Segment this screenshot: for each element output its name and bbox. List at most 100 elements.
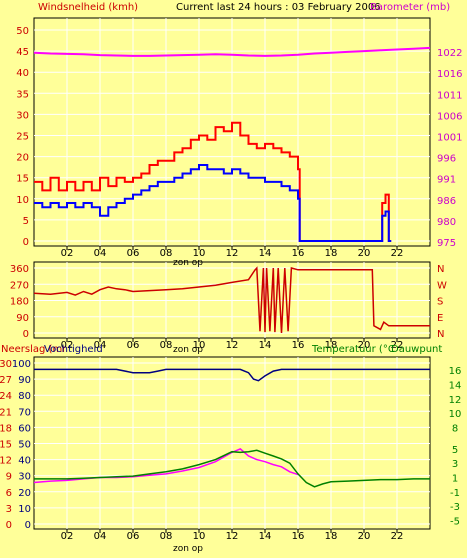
x-tick-label: 18 [325,531,338,542]
sunrise-label-3: zon op [173,544,203,554]
sunrise-label-1: zon op [173,258,203,268]
x-tick-label: 02 [61,340,74,351]
temperature-tick-label: 8 [452,423,458,434]
barometer-tick-label: 996 [437,154,456,165]
direction-y-tick-label: 360 [10,264,29,275]
compass-tick-label: E [437,313,443,324]
wind-y-tick-label: 40 [16,68,29,79]
x-tick-label: 14 [259,340,272,351]
barometer-tick-label: 986 [437,196,456,207]
compass-tick-label: N [437,264,444,275]
rain-tick-label: 3 [6,504,12,515]
x-tick-label: 08 [160,531,173,542]
x-tick-label: 04 [94,340,107,351]
rain-tick-label: 30 [0,359,12,370]
x-tick-label: 20 [358,248,371,259]
x-tick-label: 14 [259,531,272,542]
barometer-series [33,46,431,57]
rain-tick-label: 6 [6,488,12,499]
data-series [33,46,431,488]
humidity-tick-label: 80 [18,391,31,402]
wind-y-tick-label: 30 [16,110,29,121]
x-tick-label: 12 [226,531,239,542]
barometer-tick-label: 1006 [437,111,462,122]
humidity-tick-label: 100 [12,359,31,370]
rain-tick-label: 9 [6,472,12,483]
rain-tick-label: 24 [0,391,12,402]
x-tick-label: 22 [391,248,404,259]
barometer-tick-label: 975 [437,238,456,249]
humidity-tick-label: 50 [18,440,31,451]
humidity-axis-title: Vochtigheid [44,344,103,355]
wind-y-tick-label: 5 [23,216,29,227]
barometer-tick-label: 1001 [437,133,462,144]
x-tick-label: 22 [391,340,404,351]
rain-tick-label: 12 [0,456,12,467]
temperature-tick-label: 14 [449,380,462,391]
rain-tick-label: 27 [0,375,12,386]
x-tick-label: 04 [94,531,107,542]
x-tick-label: 16 [292,531,305,542]
chart-title: Current last 24 hours : 03 February 2006 [176,2,381,13]
humidity-tick-label: 60 [18,423,31,434]
humidity-tick-label: 0 [25,520,31,531]
rain-tick-label: 18 [0,423,12,434]
compass-tick-label: N [437,329,444,340]
temperature-tick-label: 10 [449,409,462,420]
x-tick-label: 14 [259,248,272,259]
humidity-tick-label: 30 [18,472,31,483]
wind-speed-series [34,164,392,242]
temperature-axis-title: Temperatuur (°C [311,344,395,355]
gridlines [34,18,430,533]
temperature-tick-label: 3 [452,459,458,470]
x-tick-label: 06 [127,531,140,542]
dewpoint-series [34,449,430,488]
wind-y-tick-label: 50 [16,26,29,37]
barometer-tick-label: 1016 [437,69,462,80]
wind-gust-series [34,121,392,242]
wind-y-tick-label: 15 [16,174,29,185]
x-tick-label: 22 [391,531,404,542]
compass-tick-label: W [437,280,447,291]
rain-axis-title: Neerslag (mr [1,344,67,355]
humidity-tick-label: 40 [18,456,31,467]
x-tick-label: 16 [292,340,305,351]
x-tick-label: 12 [226,340,239,351]
x-tick-label: 02 [61,248,74,259]
temperature-tick-label: 5 [452,445,458,456]
wind-y-tick-label: 10 [16,195,29,206]
direction-y-tick-label: 180 [10,297,29,308]
barometer-tick-label: 1022 [437,48,462,59]
dewpoint-axis-title: Dauwpunt [391,344,442,355]
wind-y-tick-label: 35 [16,89,29,100]
x-tick-label: 20 [358,340,371,351]
barometer-tick-label: 1011 [437,90,462,101]
barometer-tick-label: 991 [437,175,456,186]
x-tick-label: 12 [226,248,239,259]
wind-y-tick-label: 25 [16,132,29,143]
x-tick-label: 10 [193,531,206,542]
sunrise-label-2: zon op [173,345,203,355]
wind-y-tick-label: 0 [23,237,29,248]
x-tick-label: 20 [358,531,371,542]
x-tick-label: 08 [160,340,173,351]
barometer-axis-title: Barometer (mb) [370,2,450,13]
direction-y-tick-label: 270 [10,280,29,291]
x-tick-label: 04 [94,248,107,259]
temperature-tick-label: 16 [449,366,462,377]
x-tick-label: 16 [292,248,305,259]
direction-y-tick-label: 0 [23,329,29,340]
wind-direction-series [33,266,430,334]
rain-tick-label: 0 [6,520,12,531]
wind-y-tick-label: 45 [16,47,29,58]
temperature-tick-label: -3 [450,502,460,513]
x-tick-label: 06 [127,248,140,259]
humidity-tick-label: 90 [18,375,31,386]
x-tick-label: 02 [61,531,74,542]
direction-y-tick-label: 90 [16,313,29,324]
x-tick-label: 06 [127,340,140,351]
compass-tick-label: S [437,297,443,308]
temperature-tick-label: -5 [450,516,460,527]
rain-tick-label: 15 [0,440,12,451]
